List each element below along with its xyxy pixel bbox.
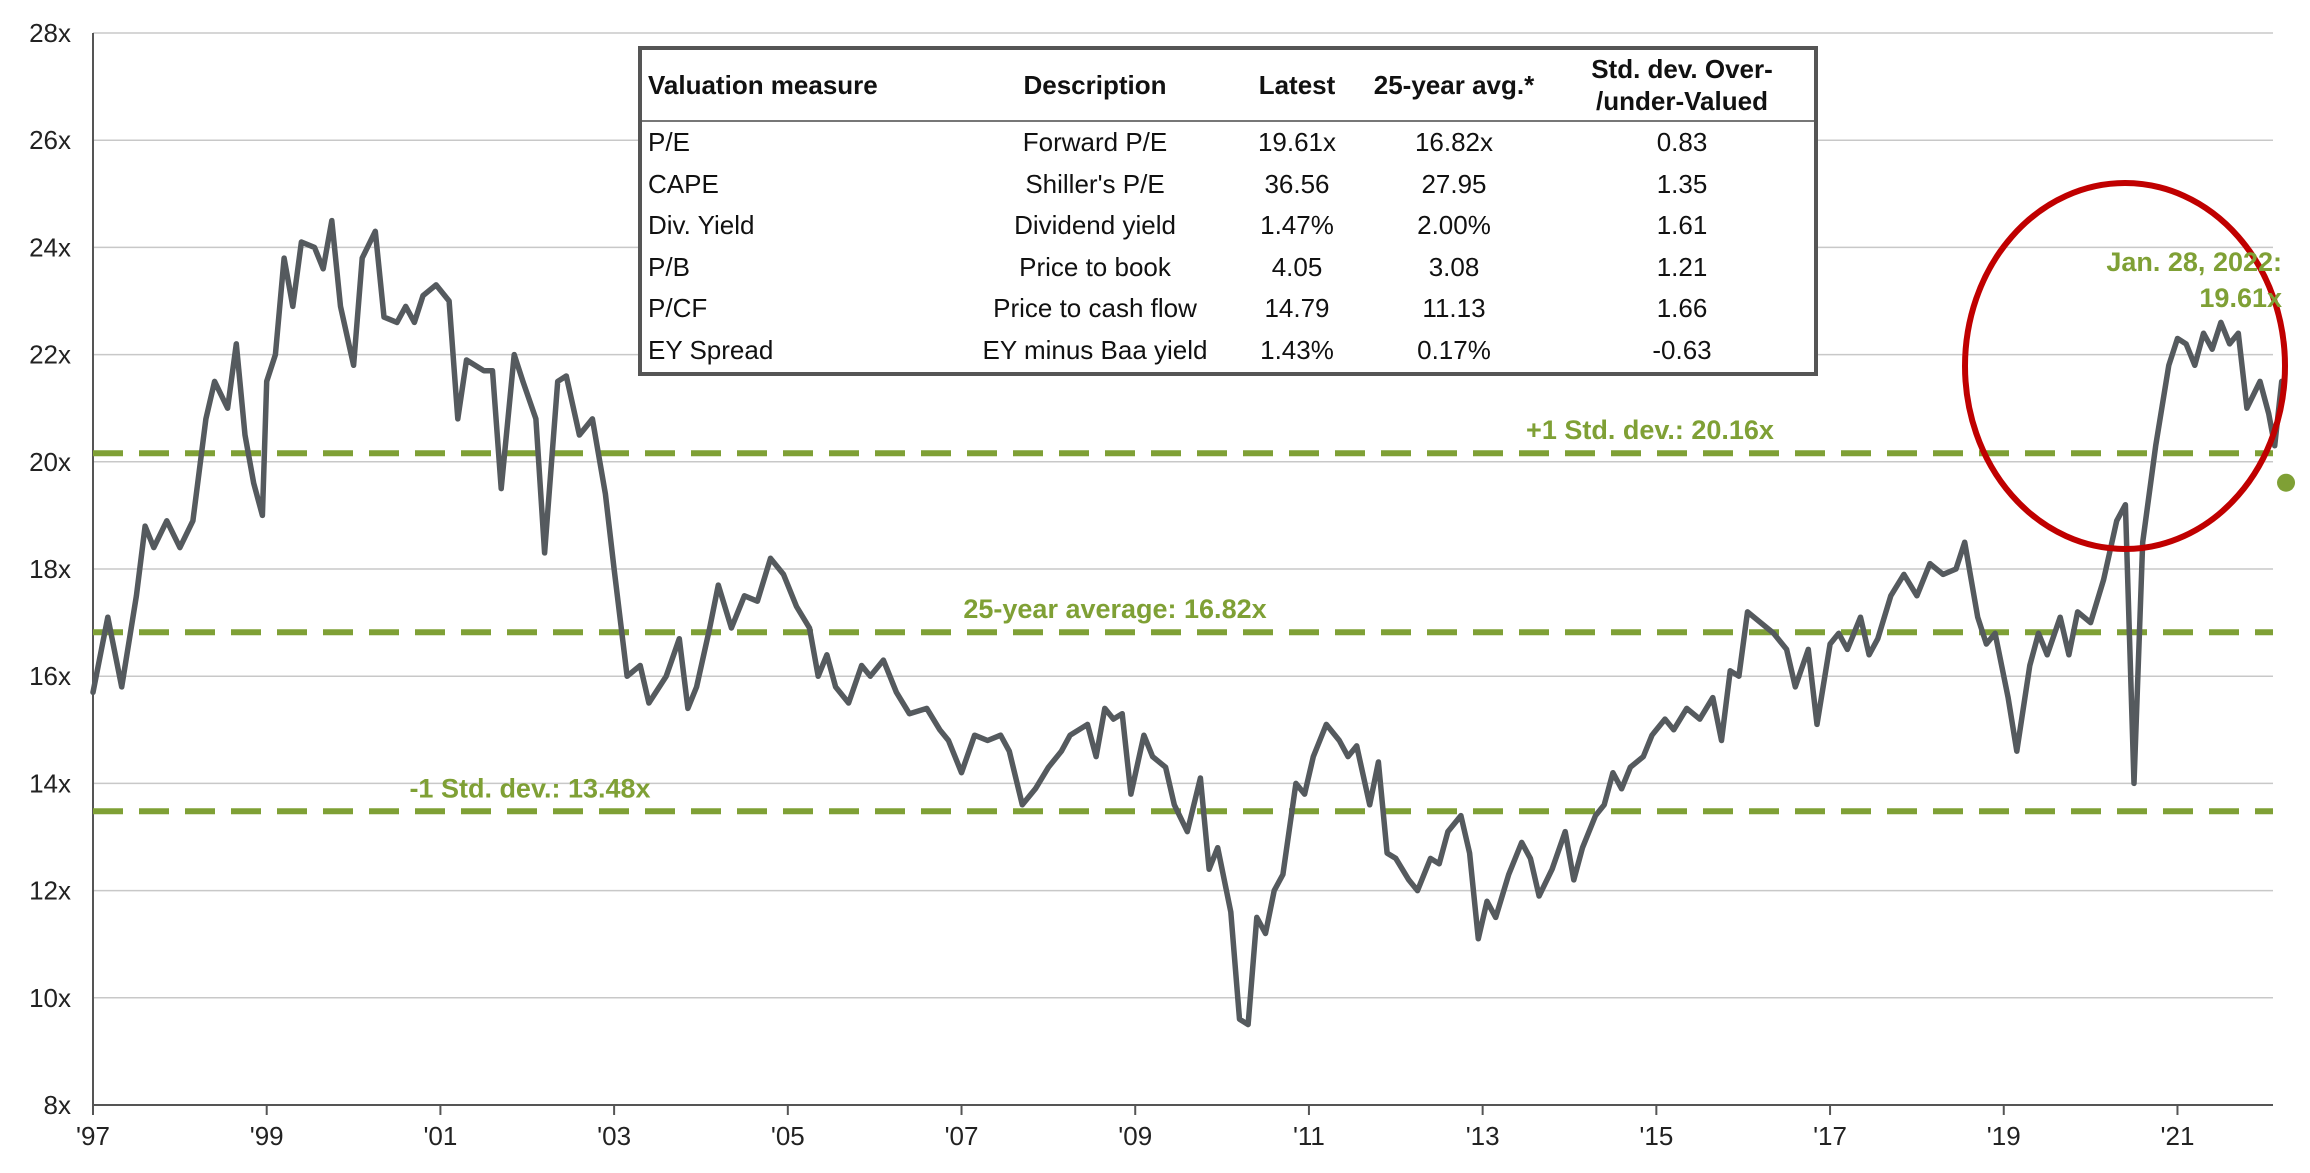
cell-measure: CAPE (648, 168, 719, 199)
x-tick-label: '07 (945, 1121, 979, 1151)
reference-line-label: -1 Std. dev.: 13.48x (409, 773, 650, 803)
cell-latest: 14.79 (1264, 293, 1330, 324)
cell-avg: 16.82x (1414, 127, 1494, 158)
y-tick-label: 16x (29, 661, 71, 691)
header-25yr-avg: 25-year avg.* (1358, 50, 1550, 122)
annotation-date: Jan. 28, 2022: (2106, 247, 2282, 277)
cell-avg: 2.00% (1417, 210, 1491, 241)
reference-line-label: +1 Std. dev.: 20.16x (1526, 415, 1774, 445)
cell-latest: 36.56 (1264, 168, 1330, 199)
header-description: Description (954, 50, 1236, 122)
cell-avg: 3.08 (1428, 251, 1480, 282)
y-tick-label: 22x (29, 340, 71, 370)
cell-stddev: 1.35 (1656, 168, 1708, 199)
cell-description: Shiller's P/E (1025, 168, 1165, 199)
cell-latest: 1.47% (1260, 210, 1334, 241)
cell-measure: EY Spread (648, 334, 774, 365)
table-row: Div. Yield Dividend yield 1.47% 2.00% 1.61 (642, 205, 1814, 247)
y-tick-label: 12x (29, 876, 71, 906)
table-row: EY Spread EY minus Baa yield 1.43% 0.17% -0.… (642, 330, 1814, 372)
table-row: P/E Forward P/E 19.61x 16.82x 0.83 (642, 121, 1814, 164)
y-tick-label: 8x (44, 1090, 71, 1120)
x-tick-label: '97 (76, 1121, 110, 1151)
x-tick-label: '03 (597, 1121, 631, 1151)
cell-description: Forward P/E (1022, 127, 1168, 158)
y-axis-ticks: 8x 10x 12x 14x 16x 18x 20x 22x 24x 26x 28x (29, 18, 71, 1120)
cell-stddev: 0.83 (1656, 127, 1708, 158)
x-tick-label: '21 (2161, 1121, 2195, 1151)
cell-stddev: 1.21 (1656, 251, 1708, 282)
y-tick-label: 28x (29, 18, 71, 48)
cell-description: Dividend yield (1014, 210, 1176, 241)
cell-description: EY minus Baa yield (982, 334, 1208, 365)
cell-latest: 4.05 (1271, 251, 1323, 282)
y-tick-label: 18x (29, 554, 71, 584)
x-tick-label: '19 (1987, 1121, 2021, 1151)
latest-point-marker (2277, 473, 2296, 492)
cell-measure: Div. Yield (648, 210, 755, 241)
x-tick-label: '05 (771, 1121, 805, 1151)
x-tick-label: '09 (1118, 1121, 1152, 1151)
x-tick-label: '13 (1466, 1121, 1500, 1151)
highlight-circle (1962, 180, 2288, 552)
cell-description: Price to cash flow (993, 293, 1197, 324)
table-row: P/B Price to book 4.05 3.08 1.21 (642, 247, 1814, 289)
header-std-dev: Std. dev. Over- /under-Valued (1550, 50, 1814, 122)
valuation-table: Valuation measure Description Latest 25-… (638, 46, 1818, 376)
cell-measure: P/B (648, 251, 690, 282)
reference-line-label: 25-year average: 16.82x (963, 594, 1266, 624)
cell-avg: 27.95 (1421, 168, 1487, 199)
table-header-row: Valuation measure Description Latest 25-… (642, 50, 1814, 122)
y-tick-label: 10x (29, 983, 71, 1013)
axes (92, 33, 2273, 1106)
table-row: CAPE Shiller's P/E 36.56 27.95 1.35 (642, 164, 1814, 206)
x-axis-ticks: '97 '99 '01 '03 '05 '07 '09 '11 '13 '15 '17 '19 '21 (76, 1105, 2194, 1151)
cell-measure: P/E (648, 127, 690, 158)
cell-avg: 0.17% (1417, 334, 1491, 365)
y-tick-label: 26x (29, 125, 71, 155)
cell-latest: 1.43% (1260, 334, 1334, 365)
x-tick-label: '11 (1293, 1121, 1325, 1151)
x-tick-label: '17 (1813, 1121, 1847, 1151)
y-tick-label: 24x (29, 232, 71, 262)
x-tick-label: '15 (1639, 1121, 1673, 1151)
series-line (90, 217, 2285, 1028)
cell-avg: 11.13 (1422, 293, 1486, 324)
header-valuation-measure: Valuation measure (642, 50, 954, 122)
x-tick-label: '01 (423, 1121, 457, 1151)
table-row: P/CF Price to cash flow 14.79 11.13 1.66 (642, 288, 1814, 330)
annotation-value: 19.61x (2199, 283, 2282, 313)
cell-stddev: 1.61 (1656, 210, 1708, 241)
cell-description: Price to book (1019, 251, 1171, 282)
y-tick-label: 20x (29, 447, 71, 477)
cell-latest: 19.61x (1257, 127, 1337, 158)
cell-stddev: -0.63 (1652, 334, 1712, 365)
y-tick-label: 14x (29, 768, 71, 798)
annotation-layer: Jan. 28, 2022: 19.61x (1962, 180, 2296, 552)
cell-stddev: 1.66 (1656, 293, 1708, 324)
header-latest: Latest (1236, 50, 1358, 122)
reference-lines: +1 Std. dev.: 20.16x 25-year average: 16.… (93, 415, 2273, 815)
cell-measure: P/CF (648, 293, 708, 324)
series-layer (90, 217, 2285, 1028)
x-tick-label: '99 (250, 1121, 284, 1151)
